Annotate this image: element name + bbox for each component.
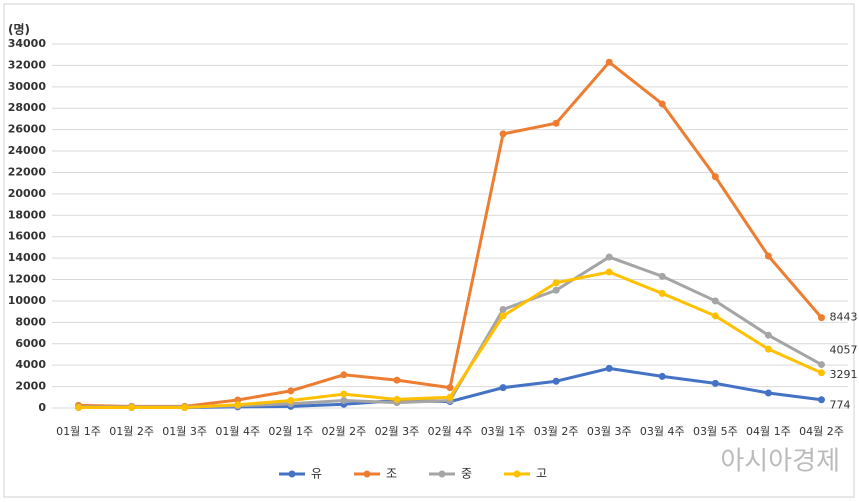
- data-point: [605, 364, 613, 372]
- data-label: 774: [829, 399, 850, 412]
- data-point: [711, 297, 719, 305]
- chart-border: [3, 3, 855, 498]
- data-point: [552, 377, 560, 385]
- data-point: [711, 173, 719, 181]
- data-point: [446, 393, 454, 401]
- x-tick-label: 02월 4주: [428, 425, 473, 438]
- legend-marker: [438, 470, 446, 478]
- data-point: [128, 403, 136, 411]
- data-point: [552, 279, 560, 287]
- data-point: [658, 100, 666, 108]
- x-tick-label: 01월 2주: [109, 425, 154, 438]
- y-tick-label: 6000: [15, 337, 46, 350]
- y-tick-label: 18000: [8, 208, 47, 221]
- x-tick-label: 01월 1주: [56, 425, 101, 438]
- data-point: [711, 379, 719, 387]
- x-tick-label: 03월 5주: [693, 425, 738, 438]
- y-tick-label: 20000: [8, 187, 47, 200]
- legend-label: 중: [461, 467, 472, 481]
- x-tick-label: 01월 3주: [162, 425, 207, 438]
- x-tick-label: 02월 3주: [375, 425, 420, 438]
- data-label: 3291: [829, 368, 857, 381]
- data-point: [499, 130, 507, 138]
- data-point: [499, 384, 507, 392]
- watermark: 아시아경제: [720, 447, 840, 477]
- data-point: [764, 331, 772, 339]
- y-tick-label: 8000: [15, 315, 46, 328]
- x-tick-label: 03월 4주: [640, 425, 685, 438]
- x-tick-label: 03월 3주: [587, 425, 632, 438]
- x-tick-label: 02월 2주: [321, 425, 366, 438]
- legend-marker: [363, 470, 371, 478]
- legend-label: 고: [536, 467, 547, 481]
- y-tick-label: 26000: [8, 123, 47, 136]
- y-tick-label: 28000: [8, 101, 47, 114]
- data-point: [552, 119, 560, 127]
- y-axis-label: (명): [8, 23, 30, 37]
- data-point: [75, 403, 83, 411]
- x-tick-label: 03월 1주: [481, 425, 526, 438]
- data-point: [658, 289, 666, 297]
- data-point: [711, 312, 719, 320]
- y-tick-label: 30000: [8, 80, 47, 93]
- data-point: [764, 345, 772, 353]
- y-tick-label: 32000: [8, 58, 47, 71]
- y-tick-label: 16000: [8, 230, 47, 243]
- data-point: [340, 397, 348, 405]
- data-point: [658, 272, 666, 280]
- data-point: [817, 361, 825, 369]
- data-label: 8443: [829, 311, 857, 324]
- y-tick-label: 4000: [15, 358, 46, 371]
- x-tick-label: 03월 2주: [534, 425, 579, 438]
- data-point: [499, 312, 507, 320]
- legend-label: 조: [386, 467, 397, 481]
- data-point: [393, 376, 401, 384]
- y-tick-label: 34000: [8, 37, 47, 50]
- y-tick-label: 22000: [8, 165, 47, 178]
- data-point: [605, 253, 613, 261]
- data-point: [552, 286, 560, 294]
- data-point: [181, 403, 189, 411]
- x-tick-label: 04월 2주: [799, 425, 844, 438]
- data-label: 4057: [829, 344, 857, 357]
- data-point: [817, 369, 825, 377]
- x-tick-label: 01월 4주: [215, 425, 260, 438]
- data-point: [605, 58, 613, 66]
- y-tick-label: 0: [38, 401, 46, 414]
- data-point: [340, 390, 348, 398]
- data-point: [234, 401, 242, 409]
- data-point: [605, 268, 613, 276]
- data-point: [234, 396, 242, 404]
- legend-label: 유: [311, 467, 322, 481]
- y-tick-label: 24000: [8, 144, 47, 157]
- data-point: [499, 306, 507, 314]
- y-tick-label: 2000: [15, 380, 46, 393]
- legend-marker: [513, 470, 521, 478]
- y-tick-label: 10000: [8, 294, 47, 307]
- data-point: [340, 371, 348, 379]
- data-point: [446, 384, 454, 392]
- data-point: [658, 372, 666, 380]
- data-point: [393, 395, 401, 403]
- data-point: [764, 252, 772, 260]
- x-tick-label: 04월 1주: [746, 425, 791, 438]
- data-point: [817, 314, 825, 322]
- y-tick-label: 14000: [8, 251, 47, 264]
- x-tick-label: 02월 1주: [268, 425, 313, 438]
- data-point: [287, 397, 295, 405]
- data-point: [764, 389, 772, 397]
- legend-marker: [288, 470, 296, 478]
- data-point: [287, 387, 295, 395]
- y-tick-label: 12000: [8, 273, 47, 286]
- data-point: [817, 396, 825, 404]
